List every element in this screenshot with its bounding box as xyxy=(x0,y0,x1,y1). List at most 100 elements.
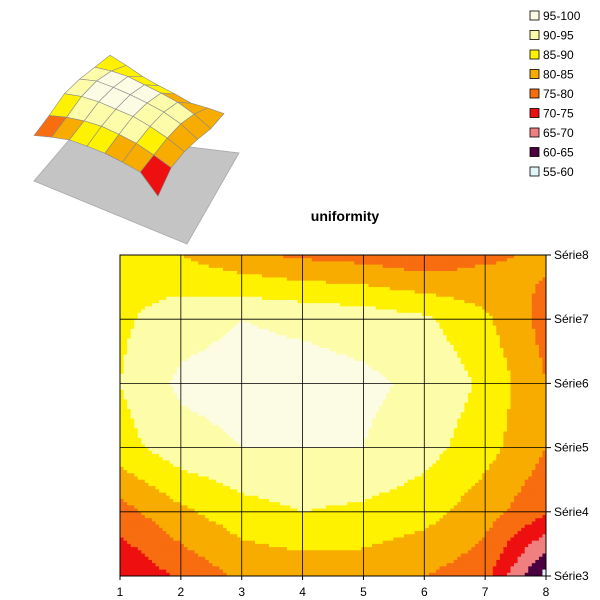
contour-cell xyxy=(524,267,529,272)
contour-cell xyxy=(521,364,526,368)
contour-cell xyxy=(208,360,213,365)
contour-cell xyxy=(379,299,384,304)
contour-cell xyxy=(382,290,387,294)
contour-cell xyxy=(460,376,465,381)
contour-cell xyxy=(396,267,401,272)
contour-cell xyxy=(176,370,181,375)
contour-cell xyxy=(538,341,543,346)
contour-cell xyxy=(482,255,487,259)
contour-cell xyxy=(343,344,348,349)
contour-cell xyxy=(467,296,472,301)
contour-cell xyxy=(173,261,178,266)
chart-title: uniformity xyxy=(311,208,380,224)
contour-cell xyxy=(322,315,327,320)
contour-cell xyxy=(322,267,327,272)
contour-cell xyxy=(425,299,430,304)
contour-cell xyxy=(432,322,437,327)
contour-cell xyxy=(254,351,259,355)
contour-cell xyxy=(453,267,458,272)
contour-cell xyxy=(364,338,369,343)
contour-cell xyxy=(396,338,401,343)
contour-cell xyxy=(262,267,266,272)
contour-cell xyxy=(159,290,163,294)
contour-cell xyxy=(457,335,462,339)
contour-cell xyxy=(237,373,242,378)
contour-cell xyxy=(350,322,355,327)
contour-cell xyxy=(187,351,192,355)
contour-cell xyxy=(191,274,195,278)
contour-cell xyxy=(333,380,337,384)
contour-cell xyxy=(120,341,124,346)
contour-cell xyxy=(283,319,288,323)
contour-cell xyxy=(478,354,483,359)
contour-cell xyxy=(304,325,309,330)
contour-cell xyxy=(244,383,249,388)
contour-cell xyxy=(407,376,412,381)
contour-cell xyxy=(183,277,188,282)
contour-cell xyxy=(443,271,447,275)
contour-cell xyxy=(134,328,139,333)
contour-cell xyxy=(492,312,497,317)
contour-cell xyxy=(127,290,132,294)
contour-cell xyxy=(286,283,291,288)
contour-cell xyxy=(318,332,323,336)
contour-cell xyxy=(404,335,408,339)
contour-cell xyxy=(283,274,288,278)
contour-cell xyxy=(247,322,252,327)
contour-cell xyxy=(293,325,298,330)
contour-cell xyxy=(506,315,511,320)
contour-cell xyxy=(471,287,476,291)
contour-cell xyxy=(336,335,341,339)
contour-cell xyxy=(183,360,188,365)
contour-cell xyxy=(506,344,511,349)
contour-cell xyxy=(137,325,142,330)
contour-cell xyxy=(372,332,376,336)
contour-cell xyxy=(467,376,472,381)
contour-cell xyxy=(432,383,437,388)
contour-cell xyxy=(421,335,426,339)
contour-cell xyxy=(407,283,412,288)
contour-cell xyxy=(492,322,497,327)
contour-cell xyxy=(478,332,483,336)
contour-cell xyxy=(364,309,369,314)
contour-cell xyxy=(524,296,529,301)
contour-cell xyxy=(499,380,504,384)
contour-cell xyxy=(166,315,171,320)
contour-cell xyxy=(262,258,266,262)
contour-cell xyxy=(233,293,238,298)
contour-cell xyxy=(233,299,238,304)
contour-cell xyxy=(439,299,444,304)
contour-cell xyxy=(510,338,515,343)
contour-cell xyxy=(290,271,295,275)
contour-cell xyxy=(183,367,188,371)
contour-cell xyxy=(457,380,462,384)
contour-cell xyxy=(478,271,483,275)
contour-cell xyxy=(159,283,163,288)
contour-cell xyxy=(173,306,178,310)
contour-cell xyxy=(318,357,323,362)
contour-cell xyxy=(233,341,238,346)
contour-cell xyxy=(293,261,298,266)
contour-cell xyxy=(386,299,391,304)
contour-cell xyxy=(269,351,274,355)
contour-cell xyxy=(389,360,394,365)
contour-cell xyxy=(428,383,433,388)
contour-cell xyxy=(521,360,526,365)
contour-cell xyxy=(162,309,167,314)
contour-cell xyxy=(233,348,238,352)
contour-cell xyxy=(389,373,394,378)
contour-cell xyxy=(226,258,231,262)
contour-cell xyxy=(531,383,536,388)
contour-cell xyxy=(144,255,149,259)
contour-cell xyxy=(531,351,536,355)
contour-cell xyxy=(258,255,263,259)
contour-cell xyxy=(251,338,256,343)
contour-cell xyxy=(173,264,178,269)
contour-cell xyxy=(304,255,309,259)
contour-cell xyxy=(404,312,408,317)
contour-cell xyxy=(531,312,536,317)
contour-cell xyxy=(400,367,405,371)
contour-cell xyxy=(372,258,376,262)
contour-cell xyxy=(159,319,163,323)
contour-cell xyxy=(230,290,234,294)
